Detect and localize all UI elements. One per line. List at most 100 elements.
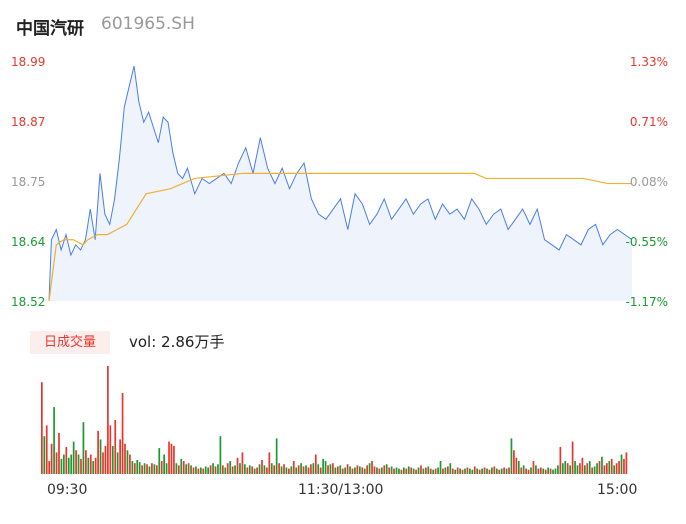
volume-bar	[310, 464, 312, 474]
volume-bar	[300, 463, 302, 474]
volume-bar	[148, 466, 151, 474]
volume-bar	[107, 366, 109, 474]
volume-bar	[380, 467, 383, 474]
volume-bar	[270, 463, 273, 474]
volume-bar	[192, 467, 195, 474]
volume-bar	[368, 463, 371, 474]
volume-bar	[285, 467, 288, 474]
volume-bar	[121, 393, 124, 474]
volume-bar	[151, 463, 153, 474]
volume-bar	[126, 450, 129, 474]
volume-bar	[481, 468, 483, 474]
volume-bar	[85, 450, 87, 474]
volume-bar	[297, 465, 300, 474]
volume-bar	[324, 461, 327, 474]
volume-bar	[366, 465, 369, 474]
volume-bar	[283, 464, 285, 474]
volume-bar	[537, 468, 540, 474]
volume-bar	[168, 441, 170, 474]
y-tick-right: 0.71%	[629, 115, 668, 129]
volume-bar	[141, 465, 143, 474]
volume-bar	[417, 467, 420, 474]
volume-bar	[322, 458, 324, 474]
volume-bar	[195, 466, 197, 474]
volume-bar	[214, 466, 217, 474]
volume-bar	[202, 468, 205, 474]
volume-bar	[571, 441, 574, 474]
volume-bar	[124, 443, 126, 474]
volume-bar	[349, 466, 351, 474]
volume-bar	[510, 438, 513, 474]
volume-bar	[557, 465, 559, 474]
volume-bar	[133, 463, 136, 474]
volume-bar	[239, 463, 241, 474]
volume-bar	[461, 469, 464, 474]
volume-bar	[610, 458, 613, 474]
volume-bar	[67, 457, 70, 474]
volume-bar	[464, 468, 466, 474]
volume-bar	[598, 461, 601, 474]
volume-bar	[143, 463, 146, 474]
volume-bar	[187, 463, 190, 474]
volume-bar	[491, 467, 493, 474]
volume-bar	[290, 466, 293, 474]
volume-bar	[407, 466, 410, 474]
volume-bar	[554, 468, 557, 474]
volume-bar	[332, 463, 334, 474]
volume-bar	[603, 465, 606, 474]
volume-bar	[415, 469, 417, 474]
volume-bar	[273, 465, 276, 474]
volume-bar	[278, 463, 280, 474]
y-tick-left: 18.87	[11, 115, 46, 129]
volume-bar	[94, 457, 97, 474]
volume-bar	[395, 467, 398, 474]
volume-bar	[170, 443, 173, 474]
volume-bar	[596, 463, 598, 474]
volume-bar	[373, 466, 376, 474]
volume-bar	[261, 459, 263, 474]
volume-bar	[527, 469, 530, 474]
volume-bar	[60, 458, 63, 474]
volume-bar	[429, 468, 432, 474]
volume-bar	[613, 465, 616, 474]
volume-bar	[346, 464, 349, 474]
volume-bar	[437, 467, 439, 474]
volume-bar	[292, 461, 295, 474]
price-area	[49, 66, 632, 301]
volume-bar	[574, 461, 576, 474]
volume-bar	[109, 425, 112, 474]
volume-badge: 日成交量	[30, 331, 110, 354]
volume-bar	[236, 457, 239, 474]
volume-bar	[226, 463, 229, 474]
volume-bar	[209, 465, 212, 474]
volume-bar	[314, 454, 317, 474]
volume-bar	[99, 439, 102, 474]
volume-bar	[623, 458, 625, 474]
volume-bar	[146, 464, 148, 474]
volume-bar	[165, 463, 168, 474]
volume-bar	[317, 464, 320, 474]
volume-bar	[163, 454, 165, 474]
volume-bar	[204, 466, 207, 474]
volume-bar	[515, 457, 518, 474]
volume-bar	[620, 454, 623, 474]
volume-bar	[591, 467, 594, 474]
volume-bar	[520, 467, 523, 474]
volume-bar	[444, 467, 447, 474]
volume-bar	[451, 468, 454, 474]
volume-bar	[82, 422, 85, 474]
volume-bar	[295, 467, 298, 474]
volume-bar	[542, 468, 545, 474]
volume-bar	[525, 468, 527, 474]
y-tick-left: 18.99	[11, 55, 46, 69]
volume-bar	[80, 458, 82, 474]
volume-bar	[263, 465, 266, 474]
volume-bar	[530, 467, 532, 474]
volume-bar	[253, 468, 256, 474]
x-tick-label: 15:00	[597, 482, 638, 498]
volume-bar	[72, 441, 75, 474]
volume-bar	[569, 465, 572, 474]
volume-bar	[280, 466, 283, 474]
volume-bar	[180, 458, 183, 474]
